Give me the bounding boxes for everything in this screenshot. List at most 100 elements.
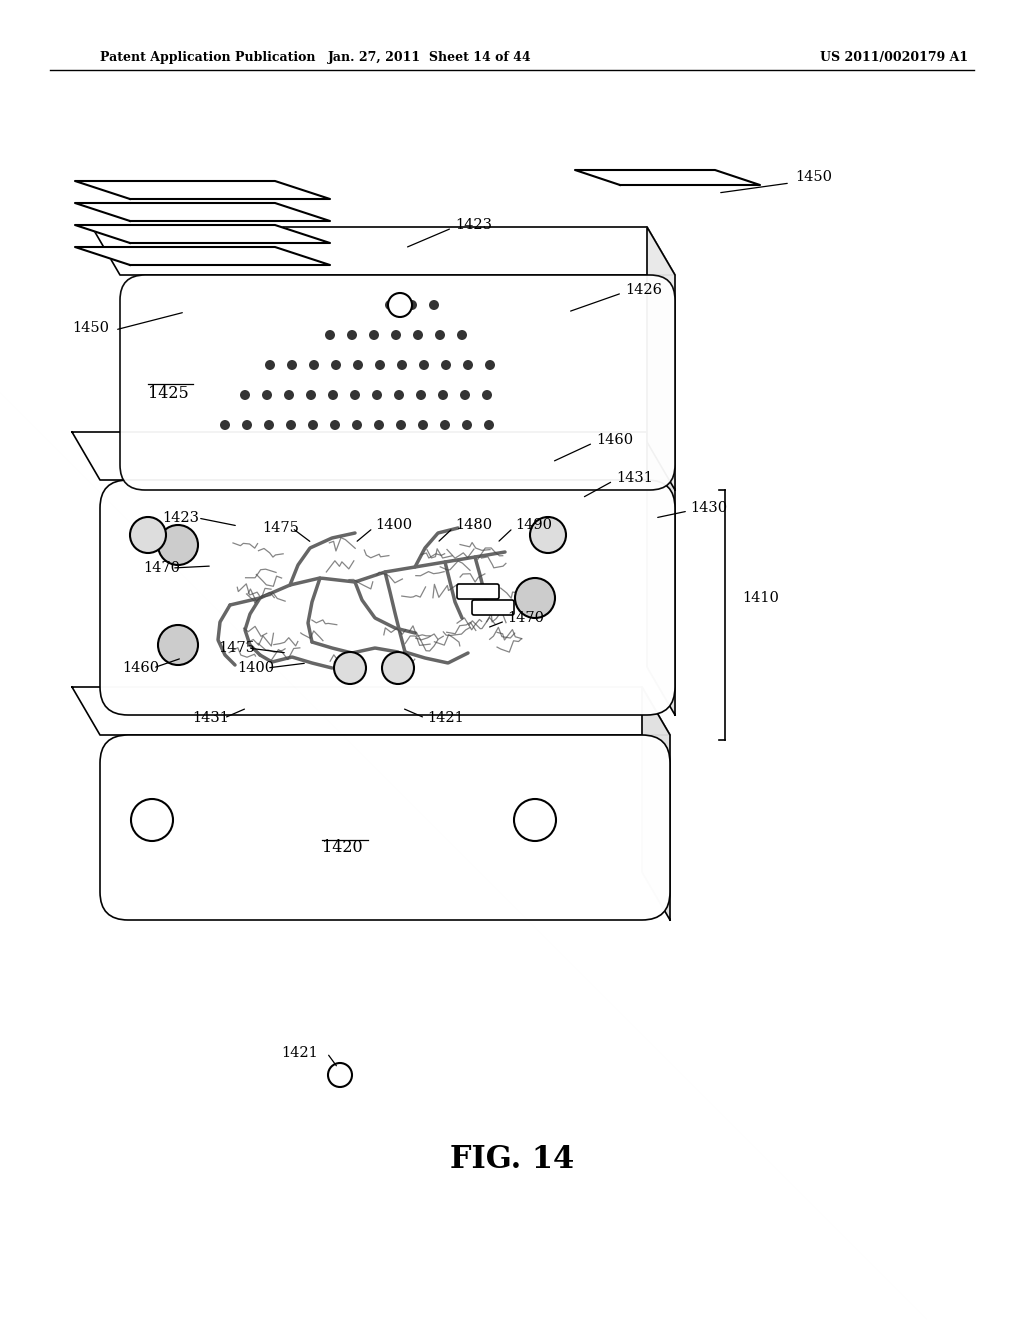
Circle shape	[407, 300, 417, 310]
Polygon shape	[75, 224, 330, 243]
Text: 1400: 1400	[237, 661, 274, 675]
FancyBboxPatch shape	[100, 735, 670, 920]
Circle shape	[438, 389, 449, 400]
Circle shape	[306, 389, 316, 400]
Polygon shape	[642, 686, 670, 920]
Polygon shape	[575, 170, 760, 185]
Text: 1450: 1450	[795, 170, 831, 183]
Circle shape	[350, 389, 360, 400]
Text: 1425: 1425	[148, 384, 188, 401]
Circle shape	[286, 420, 296, 430]
Circle shape	[484, 420, 494, 430]
Circle shape	[441, 360, 451, 370]
Circle shape	[382, 652, 414, 684]
Circle shape	[482, 389, 492, 400]
Circle shape	[462, 420, 472, 430]
Circle shape	[440, 420, 450, 430]
Circle shape	[388, 293, 412, 317]
Circle shape	[429, 300, 439, 310]
Circle shape	[485, 360, 495, 370]
Polygon shape	[72, 432, 675, 480]
Circle shape	[265, 360, 275, 370]
Circle shape	[435, 330, 445, 341]
Text: 1400: 1400	[375, 517, 412, 532]
Text: 1421: 1421	[282, 1045, 318, 1060]
Circle shape	[530, 517, 566, 553]
Circle shape	[514, 799, 556, 841]
Circle shape	[240, 389, 250, 400]
Text: 1470: 1470	[143, 561, 180, 576]
Circle shape	[396, 420, 406, 430]
Text: 1460: 1460	[122, 661, 159, 675]
Text: 1426: 1426	[625, 282, 662, 297]
Circle shape	[262, 389, 272, 400]
Text: 1410: 1410	[742, 591, 779, 605]
Circle shape	[242, 420, 252, 430]
Text: Jan. 27, 2011  Sheet 14 of 44: Jan. 27, 2011 Sheet 14 of 44	[328, 51, 531, 65]
Text: 1450: 1450	[72, 321, 109, 335]
Text: 1423: 1423	[455, 218, 492, 232]
FancyBboxPatch shape	[120, 275, 675, 490]
Circle shape	[158, 624, 198, 665]
FancyBboxPatch shape	[472, 601, 514, 615]
Circle shape	[416, 389, 426, 400]
Circle shape	[369, 330, 379, 341]
Circle shape	[308, 420, 318, 430]
Polygon shape	[647, 432, 675, 715]
Circle shape	[463, 360, 473, 370]
Text: 1423: 1423	[162, 511, 199, 525]
Text: 1460: 1460	[596, 433, 633, 447]
Polygon shape	[92, 227, 675, 275]
Polygon shape	[647, 227, 675, 490]
Text: 1431: 1431	[193, 711, 229, 725]
Polygon shape	[72, 686, 670, 735]
Text: 1430: 1430	[690, 502, 727, 515]
Text: 1475: 1475	[262, 521, 299, 535]
Circle shape	[460, 389, 470, 400]
Circle shape	[331, 360, 341, 370]
Circle shape	[220, 420, 230, 430]
Circle shape	[131, 799, 173, 841]
Text: US 2011/0020179 A1: US 2011/0020179 A1	[820, 51, 968, 65]
Circle shape	[457, 330, 467, 341]
Circle shape	[287, 360, 297, 370]
Circle shape	[264, 420, 274, 430]
Circle shape	[391, 330, 401, 341]
Circle shape	[334, 652, 366, 684]
Circle shape	[372, 389, 382, 400]
Circle shape	[328, 1063, 352, 1086]
Circle shape	[330, 420, 340, 430]
Text: Patent Application Publication: Patent Application Publication	[100, 51, 315, 65]
Circle shape	[385, 300, 395, 310]
Circle shape	[394, 389, 404, 400]
Circle shape	[130, 517, 166, 553]
Circle shape	[284, 389, 294, 400]
Circle shape	[158, 525, 198, 565]
Circle shape	[375, 360, 385, 370]
Circle shape	[418, 420, 428, 430]
Circle shape	[374, 420, 384, 430]
Circle shape	[419, 360, 429, 370]
Text: 1490: 1490	[515, 517, 552, 532]
Text: 1480: 1480	[455, 517, 493, 532]
Circle shape	[352, 420, 362, 430]
Circle shape	[309, 360, 319, 370]
Text: FIG. 14: FIG. 14	[450, 1144, 574, 1176]
FancyBboxPatch shape	[100, 480, 675, 715]
Circle shape	[353, 360, 362, 370]
FancyBboxPatch shape	[457, 583, 499, 599]
Circle shape	[397, 360, 407, 370]
Circle shape	[325, 330, 335, 341]
Polygon shape	[75, 247, 330, 265]
Circle shape	[347, 330, 357, 341]
Text: 1470: 1470	[507, 611, 544, 624]
Text: 1421: 1421	[427, 711, 464, 725]
Circle shape	[413, 330, 423, 341]
Text: 1475: 1475	[218, 642, 255, 655]
Circle shape	[515, 578, 555, 618]
Text: 1420: 1420	[322, 840, 362, 857]
Circle shape	[328, 389, 338, 400]
Polygon shape	[75, 181, 330, 199]
Text: 1431: 1431	[616, 471, 653, 484]
Polygon shape	[75, 203, 330, 220]
